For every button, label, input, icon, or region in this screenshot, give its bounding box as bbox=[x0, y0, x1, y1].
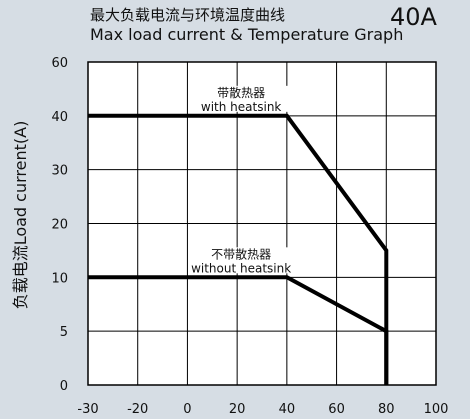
y-tick-label: 30 bbox=[51, 164, 68, 179]
y-tick-label: 40 bbox=[51, 110, 68, 125]
x-tick-label: 40 bbox=[279, 402, 296, 417]
series-label-en: with heatsink bbox=[201, 100, 282, 114]
current-rating-label: 40A bbox=[390, 3, 437, 31]
annotation-background bbox=[189, 247, 294, 274]
x-tick-label: -30 bbox=[77, 402, 98, 417]
y-tick-label: 10 bbox=[51, 271, 68, 286]
y-axis-label: 负载电流Load current(A) bbox=[11, 120, 30, 310]
x-tick-label: 100 bbox=[424, 402, 449, 417]
x-tick-label: 20 bbox=[229, 402, 246, 417]
series-label-en: without heatsink bbox=[191, 261, 291, 275]
tick-labels: -30 -20 0 20 40 60 80 100 0 5 10 20 30 40 60 bbox=[51, 56, 448, 417]
x-tick-label: 60 bbox=[328, 402, 345, 417]
x-tick-label: 80 bbox=[378, 402, 395, 417]
annotation-background bbox=[189, 85, 294, 112]
y-tick-label: 60 bbox=[51, 56, 68, 71]
y-tick-label: 20 bbox=[51, 218, 68, 233]
x-tick-label: -20 bbox=[127, 402, 148, 417]
with-heatsink-line bbox=[88, 113, 389, 385]
x-tick-label: 0 bbox=[183, 402, 191, 417]
series-label-cn: 带散热器 bbox=[217, 85, 265, 100]
chart-title-cn: 最大负载电流与环境温度曲线 bbox=[90, 6, 286, 24]
y-tick-label: 0 bbox=[60, 379, 68, 394]
series bbox=[88, 113, 389, 385]
without-heatsink-line bbox=[88, 275, 389, 385]
plot-border bbox=[87, 61, 437, 386]
y-tick-label: 5 bbox=[60, 325, 68, 340]
series-label-cn: 不带散热器 bbox=[211, 246, 271, 261]
chart-title-en: Max load current & Temperature Graph bbox=[90, 25, 404, 44]
